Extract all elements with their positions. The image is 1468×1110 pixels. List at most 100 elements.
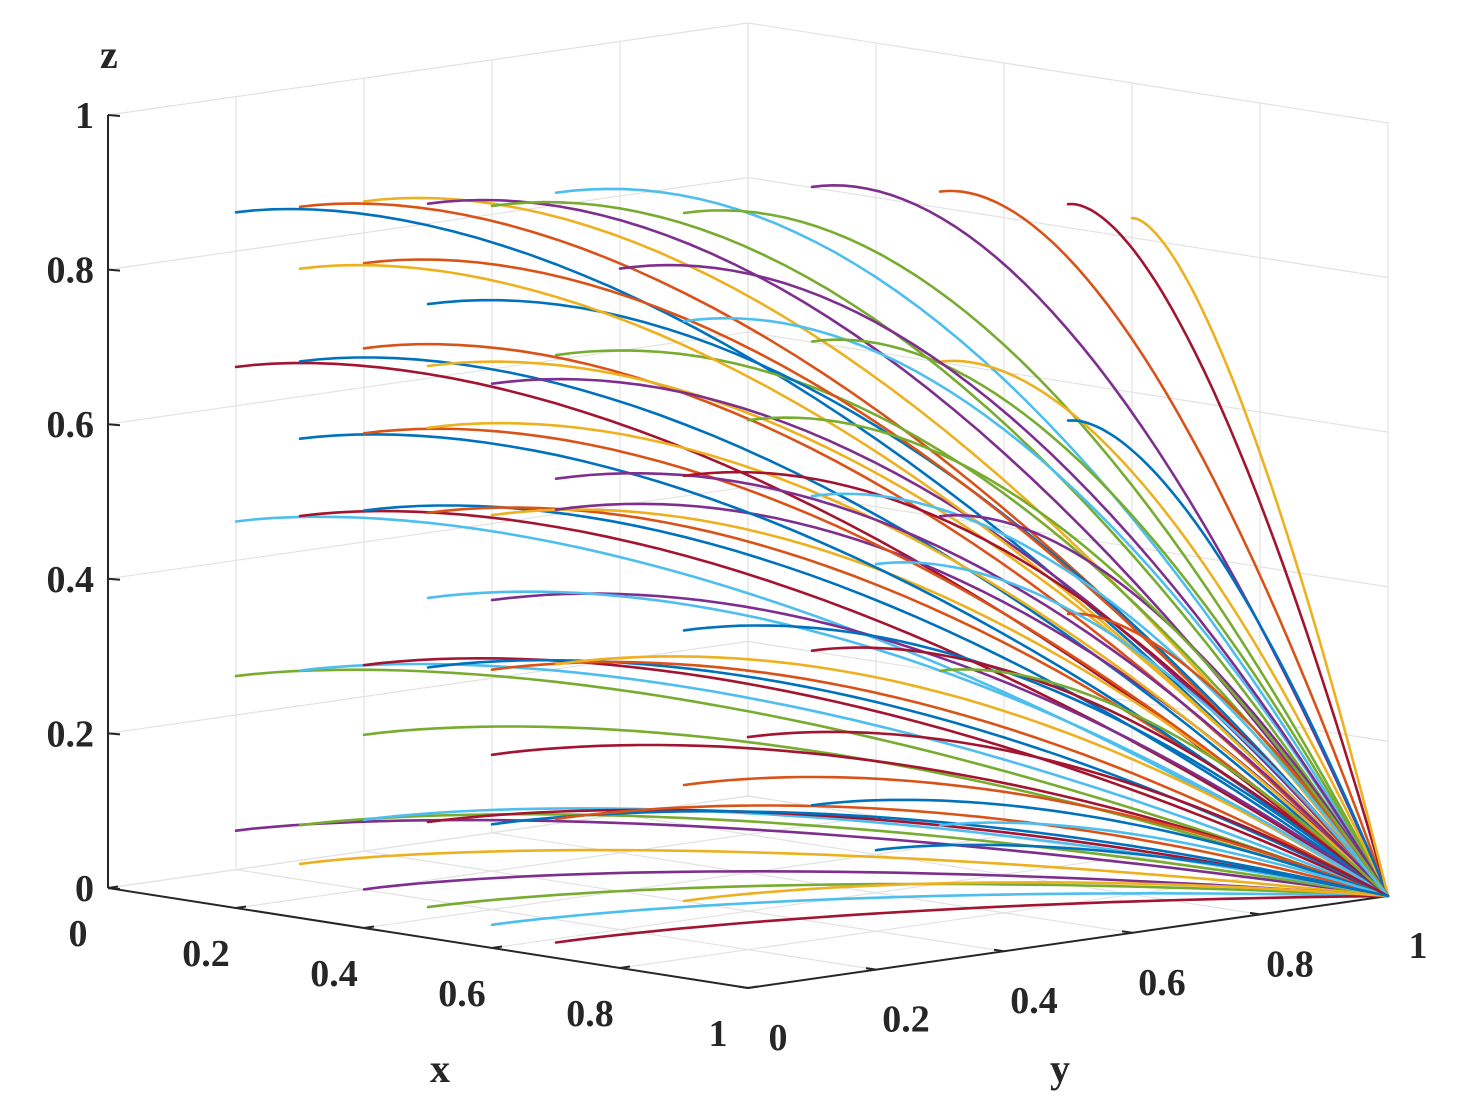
x-tick-label: 0.4: [310, 953, 358, 995]
trajectory-line: [362, 725, 1390, 898]
trajectory-line: [554, 804, 1390, 898]
trajectory-line: [426, 808, 1390, 898]
grid-line: [491, 855, 1133, 949]
x-tick-label: 0.2: [182, 933, 230, 975]
x-tick-label: 1: [709, 1013, 728, 1055]
trajectory-line: [426, 882, 1390, 909]
trajectory-line: [490, 809, 1390, 898]
trajectory-line: [746, 730, 1390, 898]
trajectory-line: [426, 298, 1390, 898]
trajectory-line: [362, 196, 1390, 898]
grid-line: [107, 177, 749, 271]
z-tick-label: 0: [75, 868, 94, 910]
grid-line: [107, 22, 749, 116]
grid-line: [619, 875, 1261, 969]
y-tick-mark: [865, 967, 877, 971]
y-tick-label: 0: [769, 1017, 788, 1059]
grid-line: [619, 813, 1261, 915]
y-tick-label: 0.8: [1266, 943, 1314, 985]
trajectory-line: [554, 471, 1390, 898]
trajectory-line: [362, 258, 1390, 898]
trajectories: [234, 183, 1390, 944]
trajectory-line: [810, 646, 1390, 898]
trajectory-line: [1066, 419, 1390, 898]
trajectory-line: [234, 515, 1390, 898]
x-axis-line: [107, 887, 749, 989]
trajectory-line: [682, 316, 1390, 898]
x-tick-mark: [619, 965, 631, 969]
grid-line: [747, 331, 1389, 433]
trajectory-line: [938, 821, 1390, 898]
x-tick-label: 0.8: [566, 993, 614, 1035]
x-tick-mark: [235, 905, 247, 909]
x-tick-label: 0.6: [438, 973, 486, 1015]
grid-line: [107, 331, 749, 425]
trajectory-line: [490, 660, 1390, 898]
x-tick-mark: [363, 925, 375, 929]
z-tick-label: 1: [75, 95, 94, 137]
trajectory-line: [298, 812, 1390, 898]
trajectory-line: [938, 189, 1390, 898]
z-tick-mark: [107, 268, 121, 272]
trajectory-line: [362, 869, 1390, 898]
trajectory-line: [234, 818, 1390, 898]
trajectory-line: [682, 209, 1390, 898]
y-axis-label: y: [1050, 1046, 1070, 1091]
x-axis-label: x: [430, 1046, 450, 1091]
grid-line: [363, 835, 1005, 929]
trajectory-line: [1066, 612, 1390, 898]
trajectory-line: [554, 349, 1390, 898]
y-tick-mark: [1121, 930, 1133, 934]
trajectory-line: [810, 798, 1390, 898]
trajectory-line: [810, 492, 1390, 898]
z-tick-label: 0.2: [47, 713, 95, 755]
y-axis-line: [747, 895, 1389, 989]
trajectory-line: [298, 356, 1390, 898]
y-tick-label: 1: [1409, 925, 1428, 967]
y-tick-label: 0.4: [1010, 980, 1058, 1022]
trajectory-line: [938, 359, 1390, 898]
trajectory-line: [554, 655, 1390, 898]
y-tick-mark: [993, 948, 1005, 953]
trajectory-line: [490, 891, 1390, 927]
z-tick-mark: [107, 114, 121, 117]
y-tick-mark: [1249, 911, 1261, 916]
trajectory-line: [682, 775, 1390, 898]
z-tick-mark: [107, 732, 121, 736]
trajectory-line: [682, 881, 1390, 903]
trajectory-line: [234, 668, 1390, 898]
grid-line: [747, 177, 1389, 279]
trajectory-line: [554, 187, 1390, 898]
grid-line: [107, 640, 749, 734]
grid-line: [747, 22, 1389, 124]
trajectory-line: [490, 592, 1390, 898]
trajectory-line: [554, 894, 1390, 944]
trajectory-line: [874, 843, 1390, 898]
trajectory-line: [618, 263, 1390, 898]
x-tick-mark: [107, 885, 119, 889]
trajectory-line: [426, 590, 1390, 898]
trajectory-line: [938, 668, 1390, 898]
z-tick-label: 0.8: [47, 250, 95, 292]
trajectory-line: [298, 432, 1390, 898]
x-tick-mark: [747, 985, 759, 989]
y-tick-label: 0.2: [882, 999, 930, 1041]
trajectory-line: [1130, 216, 1390, 898]
grid-line: [235, 869, 877, 971]
z-axis-label: z: [100, 32, 118, 77]
x-tick-mark: [491, 945, 503, 949]
trajectory-line: [298, 848, 1390, 898]
trajectory-line: [362, 427, 1390, 898]
y-tick-label: 0.6: [1138, 962, 1186, 1004]
grid-line: [107, 486, 749, 580]
trajectory-line: [810, 338, 1390, 898]
z-tick-label: 0.4: [47, 559, 95, 601]
z-tick-label: 0.6: [47, 404, 95, 446]
y-tick-mark: [737, 985, 749, 989]
grid-lines: [107, 22, 1389, 989]
trajectory-line: [426, 421, 1390, 898]
x-tick-label: 0: [69, 913, 88, 955]
trajectory-line: [938, 513, 1390, 898]
